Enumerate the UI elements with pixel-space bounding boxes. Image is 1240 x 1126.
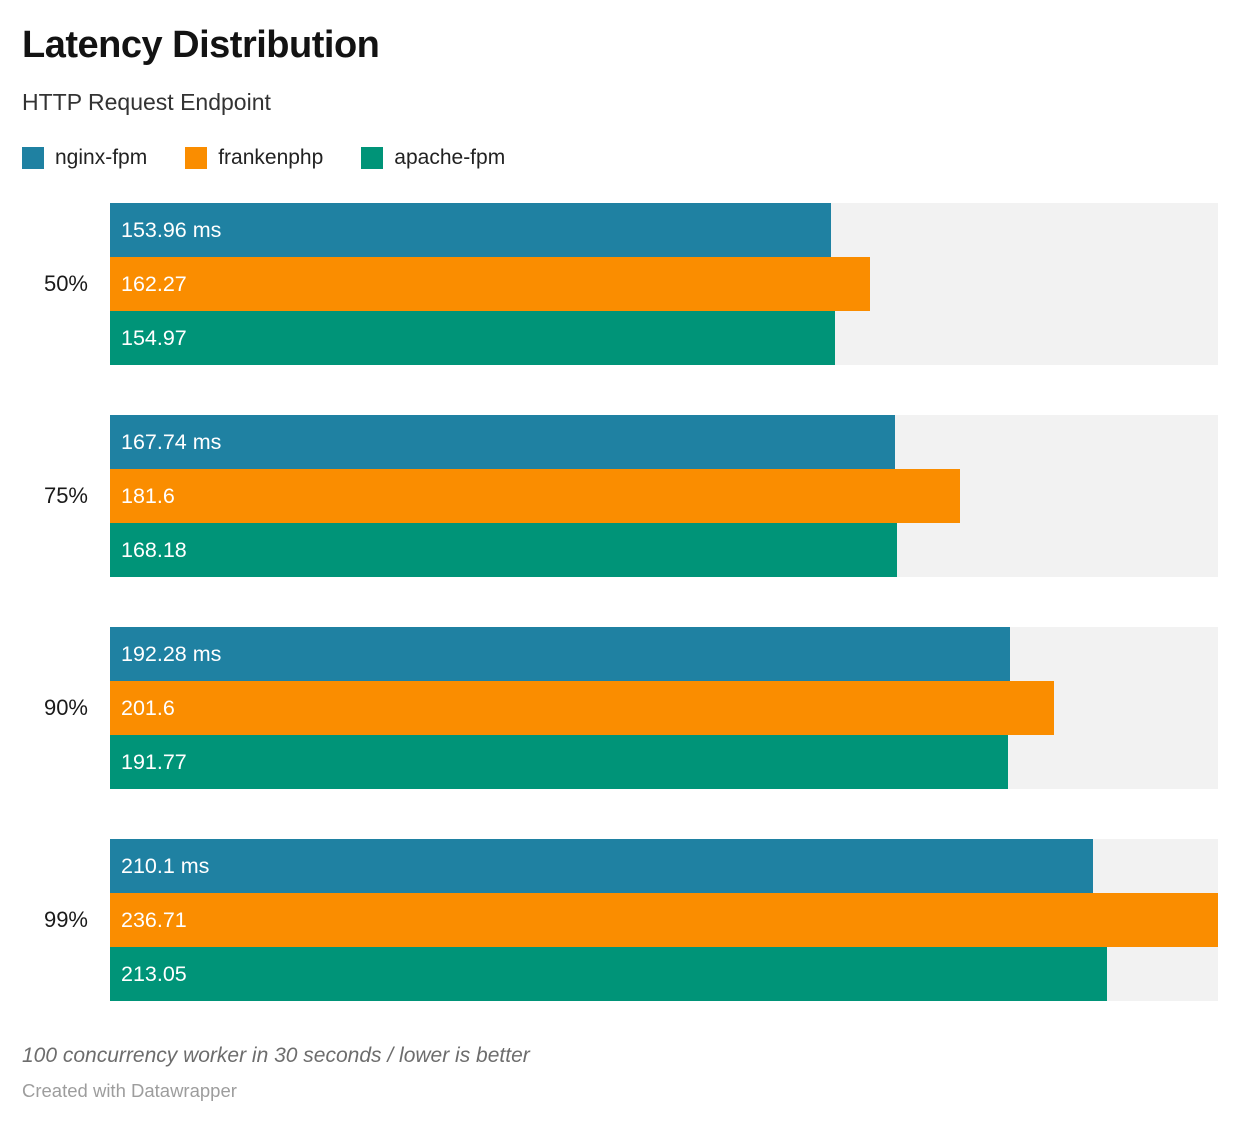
bar-row: 153.96 ms	[110, 203, 1218, 257]
bar-value-label: 153.96 ms	[121, 217, 222, 242]
bar-nginx-fpm: 210.1 ms	[110, 839, 1094, 893]
bar-value-label: 154.97	[121, 325, 187, 350]
bar-row: 162.27	[110, 257, 1218, 311]
legend-swatch-apache-fpm	[361, 147, 384, 169]
bar-row: 168.18	[110, 523, 1218, 577]
bar-row: 154.97	[110, 311, 1218, 365]
legend-label: nginx-fpm	[55, 146, 148, 169]
bar-group-50: 50% 153.96 ms 162.27 154.97	[22, 203, 1218, 365]
bar-value-label: 168.18	[121, 537, 187, 562]
bar-frankenphp: 201.6	[110, 681, 1054, 735]
bar-row: 191.77	[110, 735, 1218, 789]
legend-item-frankenphp: frankenphp	[185, 146, 323, 170]
bar-value-label: 192.28 ms	[121, 641, 222, 666]
bar-row: 201.6	[110, 681, 1218, 735]
bar-value-label: 213.05	[121, 961, 187, 986]
bar-chart: 50% 153.96 ms 162.27 154.97 75%	[22, 203, 1218, 1001]
category-label: 75%	[43, 483, 88, 508]
bar-value-label: 167.74 ms	[121, 429, 222, 454]
bar-nginx-fpm: 192.28 ms	[110, 627, 1011, 681]
footer-note: 100 concurrency worker in 30 seconds / l…	[22, 1044, 530, 1067]
legend: nginx-fpm frankenphp apache-fpm	[22, 146, 1218, 170]
bar-track: 167.74 ms 181.6 168.18	[110, 415, 1218, 577]
bar-row: 213.05	[110, 947, 1218, 1001]
bar-frankenphp: 236.71	[110, 893, 1218, 947]
category-label: 90%	[43, 695, 88, 720]
bar-row: 167.74 ms	[110, 415, 1218, 469]
bar-nginx-fpm: 167.74 ms	[110, 415, 896, 469]
bar-group-99: 99% 210.1 ms 236.71 213.05	[22, 839, 1218, 1001]
bar-group-75: 75% 167.74 ms 181.6 168.18	[22, 415, 1218, 577]
bar-value-label: 201.6	[121, 695, 175, 720]
page-title: Latency Distribution	[22, 24, 380, 66]
bar-frankenphp: 162.27	[110, 257, 870, 311]
category-label: 50%	[43, 271, 88, 296]
bar-group-90: 90% 192.28 ms 201.6 191.77	[22, 627, 1218, 789]
bar-apache-fpm: 213.05	[110, 947, 1108, 1001]
datawrapper-attribution-link[interactable]: Created with Datawrapper	[22, 1080, 237, 1101]
chart-footer: 100 concurrency worker in 30 seconds / l…	[22, 1043, 1218, 1102]
bar-value-label: 191.77	[121, 749, 187, 774]
bar-row: 210.1 ms	[110, 839, 1218, 893]
bar-track: 192.28 ms 201.6 191.77	[110, 627, 1218, 789]
bar-nginx-fpm: 153.96 ms	[110, 203, 831, 257]
legend-label: apache-fpm	[394, 146, 506, 169]
legend-label: frankenphp	[218, 146, 324, 169]
bar-value-label: 236.71	[121, 907, 187, 932]
bar-row: 181.6	[110, 469, 1218, 523]
bar-apache-fpm: 154.97	[110, 311, 836, 365]
bar-frankenphp: 181.6	[110, 469, 961, 523]
chart-subtitle: HTTP Request Endpoint	[22, 89, 271, 115]
bar-value-label: 210.1 ms	[121, 853, 210, 878]
bar-apache-fpm: 168.18	[110, 523, 898, 577]
legend-item-apache-fpm: apache-fpm	[361, 146, 505, 170]
bar-apache-fpm: 191.77	[110, 735, 1008, 789]
bar-track: 210.1 ms 236.71 213.05	[110, 839, 1218, 1001]
bar-track: 153.96 ms 162.27 154.97	[110, 203, 1218, 365]
legend-swatch-frankenphp	[185, 147, 208, 169]
legend-item-nginx-fpm: nginx-fpm	[22, 146, 147, 170]
bar-value-label: 162.27	[121, 271, 187, 296]
bar-row: 192.28 ms	[110, 627, 1218, 681]
bar-value-label: 181.6	[121, 483, 175, 508]
legend-swatch-nginx-fpm	[22, 147, 44, 169]
bar-row: 236.71	[110, 893, 1218, 947]
category-label: 99%	[43, 907, 88, 932]
